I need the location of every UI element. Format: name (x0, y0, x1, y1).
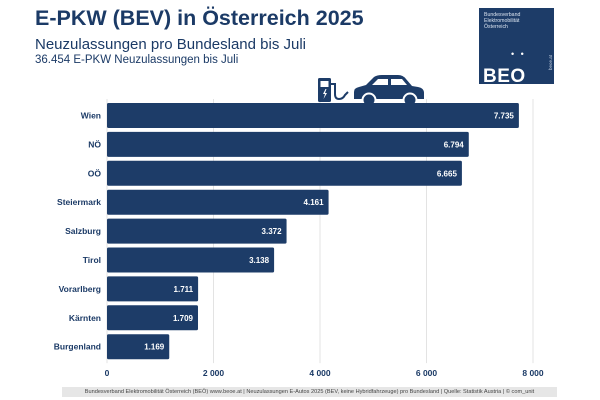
bar (107, 276, 199, 302)
beo-logo: Bundesverband Elektromobilität Österreic… (479, 8, 554, 87)
charging-station-icon (318, 78, 349, 102)
bars: 7.735 6.794 6.665 4.161 3.372 3.138 1.711 1.709… (107, 103, 519, 360)
logo-mark: BEO (483, 66, 526, 87)
bar (107, 247, 275, 273)
category-label: Burgenland (54, 342, 101, 352)
bar-value-label: 3.372 (262, 227, 283, 236)
chart-title: E-PKW (BEV) in Österreich 2025 (35, 6, 364, 30)
source-footer: Bundesverband Elektromobilität Österreic… (62, 387, 557, 397)
bar (107, 218, 287, 244)
chart-total-note: 36.454 E-PKW Neuzulassungen bis Juli (35, 54, 239, 66)
x-tick-label: 0 (105, 368, 110, 378)
logo-org-name: Bundesverband Elektromobilität Österreic… (484, 12, 521, 31)
bar-value-label: 3.138 (249, 256, 270, 265)
bar-value-label: 1.711 (174, 285, 194, 294)
logo-dots: • • (511, 49, 526, 59)
bar (107, 160, 462, 186)
x-tick-label: 6 000 (416, 368, 438, 378)
bar-value-label: 1.709 (173, 314, 194, 323)
category-label: NÖ (88, 139, 101, 149)
category-labels: Wien NÖ OÖ Steiermark Salzburg Tirol Vorarlber… (54, 111, 102, 352)
category-label: Tirol (83, 255, 101, 265)
bar (107, 305, 199, 331)
category-label: Salzburg (65, 226, 101, 236)
category-label: Steiermark (57, 197, 101, 207)
bar (107, 189, 329, 215)
x-tick-label: 2 000 (203, 368, 225, 378)
x-axis-ticks: 0 2 000 4 000 6 000 8 000 (105, 368, 544, 378)
car-icon (354, 75, 424, 108)
x-tick-label: 4 000 (309, 368, 331, 378)
bar-value-label: 1.169 (144, 343, 165, 352)
bar-value-label: 4.161 (304, 198, 325, 207)
bar-value-label: 6.794 (444, 140, 465, 149)
category-label: Wien (81, 111, 101, 121)
x-tick-label: 8 000 (522, 368, 544, 378)
category-label: OÖ (88, 168, 102, 178)
bar (107, 103, 519, 128)
bar-value-label: 7.735 (494, 112, 515, 121)
bar (107, 131, 469, 157)
bar-value-label: 6.665 (437, 169, 458, 178)
category-label: Vorarlberg (59, 284, 101, 294)
category-label: Kärnten (69, 313, 101, 323)
bar (107, 334, 170, 360)
chart-subtitle: Neuzulassungen pro Bundesland bis Juli (35, 36, 307, 53)
